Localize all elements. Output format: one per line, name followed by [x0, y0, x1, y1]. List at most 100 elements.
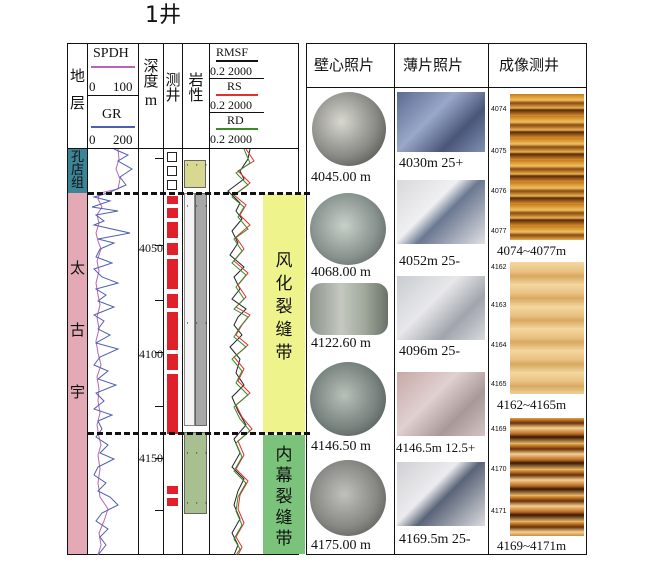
image-caption-4074: 4074~4077m	[497, 243, 567, 258]
rs-legend-line	[216, 94, 258, 96]
inner-zone-panel	[263, 435, 305, 554]
res-divider	[210, 112, 264, 113]
lith-dots: · · ·	[186, 448, 210, 458]
photo-col-divider	[488, 43, 489, 555]
logging-mark	[167, 294, 178, 308]
logging-header: 测井	[165, 73, 181, 104]
lith-dots: · · ·	[186, 201, 210, 211]
weathered-zone-label: 风化裂缝带	[275, 251, 293, 362]
res-divider	[210, 78, 264, 79]
depth-tick	[155, 300, 163, 301]
col-divider	[138, 43, 139, 555]
well-title: 1井	[145, 3, 181, 28]
logging-box	[167, 180, 177, 190]
photo-col-divider	[394, 43, 395, 555]
thin-photo-4169	[397, 462, 485, 526]
core-photo-4175	[310, 460, 386, 536]
lith-gray	[195, 193, 207, 426]
boundary-dashed-line-upper	[88, 192, 310, 195]
logging-box	[167, 166, 177, 176]
image-log-header: 成像测井	[499, 56, 560, 74]
logging-mark	[167, 486, 178, 494]
thin-caption-4052: 4052m 25-	[399, 254, 461, 269]
logging-box	[167, 152, 177, 162]
image-tick: 4076	[491, 188, 507, 195]
lower-formation-label: 太古宇	[69, 261, 85, 401]
col-divider	[209, 43, 210, 555]
image-tick: 4171	[491, 508, 507, 515]
image-tick: 4170	[491, 466, 507, 473]
gr-curve	[91, 149, 133, 555]
logging-mark	[167, 354, 178, 370]
logging-mark	[167, 222, 178, 238]
depth-tick	[155, 352, 163, 353]
image-log-4074	[510, 94, 584, 240]
core-photo-4146	[310, 362, 386, 436]
logging-mark	[167, 498, 178, 506]
gr-scale-min: 0	[89, 132, 96, 147]
gr-legend-line	[91, 126, 135, 128]
logging-mark	[167, 243, 178, 255]
col-divider	[87, 43, 88, 555]
rd-curve	[231, 149, 251, 555]
core-photo-4068	[310, 193, 386, 265]
image-tick: 4169	[491, 426, 507, 433]
resistivity-track	[227, 149, 255, 555]
lith-white	[184, 193, 195, 426]
photo-header-divider	[306, 87, 587, 88]
thin-photo-4096	[397, 276, 485, 340]
thin-photo-4052	[397, 180, 485, 244]
logging-mark	[167, 259, 178, 289]
core-photo-4122	[310, 283, 388, 335]
image-tick: 4074	[491, 106, 507, 113]
stratum-header: 地层	[69, 69, 85, 112]
depth-label-4150: 4150	[139, 451, 163, 465]
image-tick: 4077	[491, 228, 507, 235]
core-photo-4045	[312, 92, 386, 166]
thin-caption-4146: 4146.5m 12.5+	[396, 440, 476, 455]
lithology-header: 岩性	[188, 73, 204, 104]
thin-photo-4146	[397, 372, 485, 436]
depth-label-4100: 4100	[139, 347, 163, 361]
upper-formation-label: 孔店组	[70, 149, 84, 190]
depth-tick	[155, 158, 163, 159]
image-tick: 4162	[491, 264, 507, 271]
spdh-legend-line	[91, 66, 135, 68]
core-caption-4146: 4146.50 m	[311, 439, 371, 454]
thin-caption-4096: 4096m 25-	[399, 344, 461, 359]
logging-mark	[167, 196, 178, 204]
col-divider	[182, 43, 183, 555]
lith-dots: · · ·	[186, 160, 210, 170]
spdh-gr-track	[91, 149, 133, 555]
core-caption-4175: 4175.00 m	[311, 538, 371, 553]
spdh-scale-min: 0	[89, 79, 96, 94]
thin-caption-4169: 4169.5m 25-	[399, 532, 471, 547]
core-caption-4122: 4122.60 m	[311, 336, 371, 351]
lith-yellow	[184, 160, 206, 188]
rd-label: RD	[227, 113, 244, 127]
rs-label: RS	[227, 79, 242, 93]
logging-mark	[167, 374, 178, 434]
spdh-label: SPDH	[93, 46, 129, 61]
depth-tick	[155, 245, 163, 246]
col-divider	[163, 43, 164, 555]
image-caption-4162: 4162~4165m	[497, 397, 567, 412]
photo-panel	[306, 43, 587, 555]
image-log-4169	[510, 418, 584, 536]
image-caption-4169: 4169~4171m	[497, 538, 567, 553]
inner-zone-label: 内幕裂缝带	[275, 445, 293, 548]
boundary-dashed-line-lower	[88, 432, 310, 435]
rs-curve	[233, 149, 255, 555]
rmsf-curve	[227, 149, 251, 555]
image-log-4162	[510, 262, 584, 394]
spdh-gr-divider	[88, 95, 138, 96]
gr-scale-max: 200	[113, 132, 133, 147]
header-divider	[67, 148, 299, 149]
lith-dots: · · ·	[186, 498, 210, 508]
rs-scale: 0.2 2000	[210, 98, 252, 112]
rmsf-label: RMSF	[216, 45, 249, 59]
depth-tick	[155, 510, 163, 511]
rd-legend-line	[216, 128, 258, 130]
thin-section-header: 薄片照片	[403, 56, 464, 74]
